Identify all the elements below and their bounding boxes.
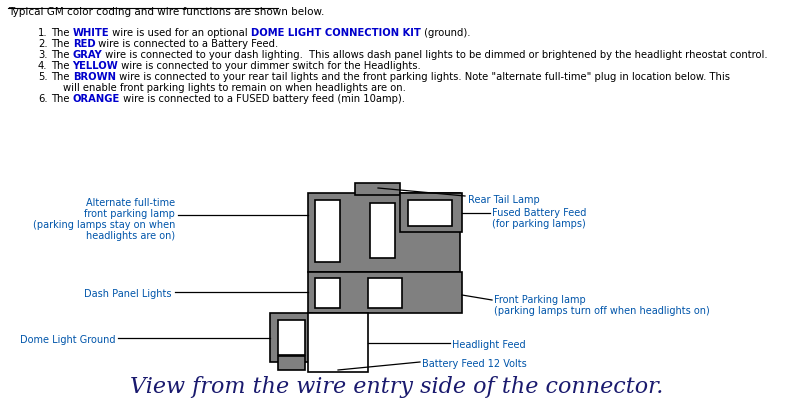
Text: Alternate full-time: Alternate full-time [86, 198, 175, 208]
Text: Typical GM color coding and wire functions are shown below.: Typical GM color coding and wire functio… [8, 7, 324, 17]
Text: The: The [51, 61, 72, 71]
Text: headlights are on): headlights are on) [86, 231, 175, 241]
Text: BROWN: BROWN [72, 72, 115, 82]
Bar [308, 272, 462, 313]
Text: Dome Light Ground: Dome Light Ground [20, 335, 115, 345]
Text: Front Parking lamp: Front Parking lamp [494, 295, 586, 305]
Text: Headlight Feed: Headlight Feed [452, 340, 525, 350]
Text: 1.: 1. [38, 28, 48, 38]
Text: ORANGE: ORANGE [72, 94, 120, 104]
Text: 3.: 3. [38, 50, 48, 60]
Bar [278, 356, 305, 370]
Bar [355, 183, 400, 195]
Bar [308, 193, 460, 272]
Text: wire is connected to your rear tail lights and the front parking lights. Note "a: wire is connected to your rear tail ligh… [115, 72, 730, 82]
Text: 4.: 4. [38, 61, 48, 71]
Text: Dash Panel Lights: Dash Panel Lights [84, 289, 172, 299]
Text: (for parking lamps): (for parking lamps) [492, 219, 586, 229]
Bar [315, 200, 340, 262]
Text: (parking lamps stay on when: (parking lamps stay on when [33, 220, 175, 230]
Text: (parking lamps turn off when headlights on): (parking lamps turn off when headlights … [494, 306, 710, 316]
Bar [400, 193, 462, 232]
Bar [370, 203, 395, 258]
Bar [315, 278, 340, 308]
Text: The: The [51, 72, 72, 82]
Text: WHITE: WHITE [72, 28, 109, 38]
Text: front parking lamp: front parking lamp [84, 209, 175, 219]
Text: 6.: 6. [38, 94, 48, 104]
Text: 5.: 5. [38, 72, 48, 82]
Text: The: The [51, 28, 72, 38]
Text: Fused Battery Feed: Fused Battery Feed [492, 208, 587, 218]
Bar [278, 320, 305, 355]
Text: Rear Tail Lamp: Rear Tail Lamp [468, 195, 540, 205]
Text: The: The [51, 50, 72, 60]
Text: GRAY: GRAY [72, 50, 103, 60]
Text: will enable front parking lights to remain on when headlights are on.: will enable front parking lights to rema… [63, 83, 406, 93]
Text: wire is used for an optional: wire is used for an optional [109, 28, 251, 38]
Text: wire is connected to a Battery Feed.: wire is connected to a Battery Feed. [95, 39, 278, 49]
Bar [270, 313, 312, 362]
Text: DOME LIGHT CONNECTION KIT: DOME LIGHT CONNECTION KIT [251, 28, 421, 38]
Text: wire is connected to your dash lighting.  This allows dash panel lights to be di: wire is connected to your dash lighting.… [103, 50, 768, 60]
Text: YELLOW: YELLOW [72, 61, 118, 71]
Text: The: The [51, 39, 72, 49]
Text: View from the wire entry side of the connector.: View from the wire entry side of the con… [130, 376, 664, 398]
Text: Battery Feed 12 Volts: Battery Feed 12 Volts [422, 359, 527, 369]
Text: RED: RED [72, 39, 95, 49]
Bar [408, 200, 452, 226]
Bar [308, 313, 368, 372]
Text: The: The [51, 94, 72, 104]
Text: (ground).: (ground). [421, 28, 471, 38]
Text: wire is connected to a FUSED battery feed (min 10amp).: wire is connected to a FUSED battery fee… [120, 94, 405, 104]
Text: wire is connected to your dimmer switch for the Headlights.: wire is connected to your dimmer switch … [118, 61, 421, 71]
Text: 2.: 2. [38, 39, 48, 49]
Bar [368, 278, 402, 308]
